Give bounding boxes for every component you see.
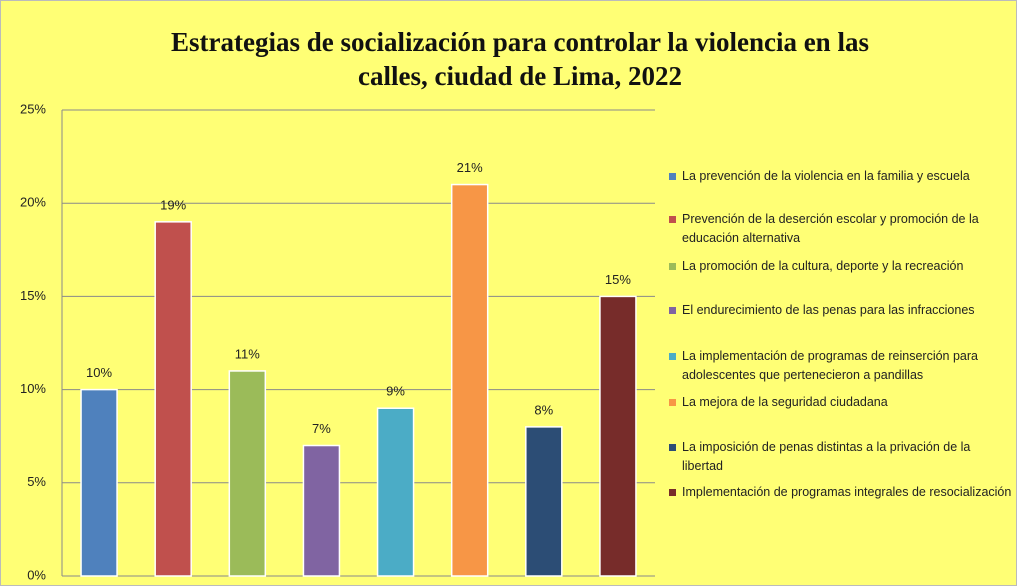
legend-item: La promoción de la cultura, deporte y la… <box>668 257 1013 276</box>
legend-item: La implementación de programas de reinse… <box>668 347 1013 385</box>
legend-label: Prevención de la deserción escolar y pro… <box>682 212 979 245</box>
legend-swatch <box>669 444 676 451</box>
legend-label: La mejora de la seguridad ciudadana <box>682 395 888 409</box>
legend-item: El endurecimiento de las penas para las … <box>668 301 1013 320</box>
legend-swatch <box>669 216 676 223</box>
bar <box>450 183 489 577</box>
legend-swatch <box>669 489 676 496</box>
bar <box>376 407 415 577</box>
legend-label: Implementación de programas integrales d… <box>682 485 1012 499</box>
data-label: 21% <box>457 160 483 175</box>
y-tick-label: 5% <box>27 474 46 489</box>
legend-label: El endurecimiento de las penas para las … <box>682 303 975 317</box>
legend-item: La prevención de la violencia en la fami… <box>668 167 1013 186</box>
y-tick-label: 0% <box>27 567 46 582</box>
data-label: 10% <box>86 365 112 380</box>
chart-title: Estrategias de socialización para contro… <box>171 27 869 57</box>
legend-item: Prevención de la deserción escolar y pro… <box>668 210 1013 248</box>
legend-item: La mejora de la seguridad ciudadana <box>668 393 1013 412</box>
legend-swatch <box>669 173 676 180</box>
bar <box>228 370 267 577</box>
legend-label: La prevención de la violencia en la fami… <box>682 169 970 183</box>
bar <box>80 388 118 577</box>
chart-title: calles, ciudad de Lima, 2022 <box>358 61 682 91</box>
legend-item: Implementación de programas integrales d… <box>668 483 1013 502</box>
legend-swatch <box>669 307 676 314</box>
bar <box>599 295 637 577</box>
legend-swatch <box>669 353 676 360</box>
bar <box>302 444 341 577</box>
legend-item: La imposición de penas distintas a la pr… <box>668 438 1013 476</box>
y-tick-label: 20% <box>20 195 46 210</box>
data-label: 7% <box>312 421 331 436</box>
legend-label: La implementación de programas de reinse… <box>682 349 978 382</box>
bar <box>154 221 192 577</box>
legend-label: La promoción de la cultura, deporte y la… <box>682 259 964 273</box>
data-label: 8% <box>534 402 553 417</box>
legend-label: La imposición de penas distintas a la pr… <box>682 440 971 473</box>
legend-swatch <box>669 399 676 406</box>
y-tick-label: 15% <box>20 288 46 303</box>
y-tick-label: 10% <box>20 381 46 396</box>
data-label: 9% <box>386 384 405 399</box>
legend-swatch <box>669 263 676 270</box>
data-label: 11% <box>235 346 260 361</box>
data-label: 15% <box>605 272 631 287</box>
y-tick-label: 25% <box>20 101 46 116</box>
data-label: 19% <box>160 197 186 212</box>
bar <box>525 426 563 577</box>
